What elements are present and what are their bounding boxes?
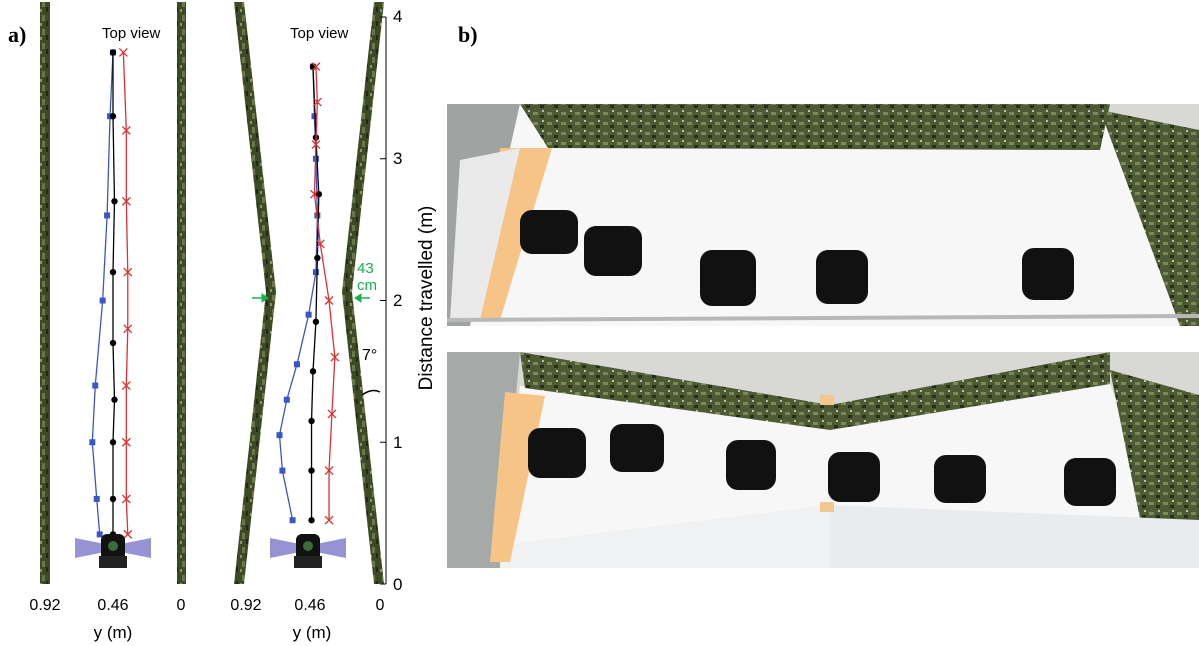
data-point xyxy=(121,494,131,504)
y-tick-label: 3 xyxy=(393,149,402,168)
y-tick-label: 4 xyxy=(393,7,402,26)
series-group-a-right xyxy=(276,62,340,525)
y-tick-label: 1 xyxy=(393,433,402,452)
series-line xyxy=(122,52,129,535)
plot-a-left: Top view 0.92 0.46 0 y (m) xyxy=(29,2,186,642)
left-wall xyxy=(40,2,50,584)
right-wall xyxy=(342,2,384,584)
data-point xyxy=(305,311,312,318)
data-point xyxy=(311,62,321,72)
x-tick-label: 0.46 xyxy=(97,597,128,614)
x-tick-label: 0 xyxy=(376,597,385,614)
data-point xyxy=(311,140,321,150)
data-point xyxy=(330,352,340,362)
data-point xyxy=(309,189,319,199)
series-line xyxy=(91,52,114,535)
data-point xyxy=(104,212,111,219)
x-tick-label: 0.46 xyxy=(294,597,325,614)
gap-arrows xyxy=(252,293,370,303)
data-point xyxy=(308,467,315,474)
data-point xyxy=(109,49,117,56)
y-tick-label: 2 xyxy=(393,291,402,310)
photo-straight-corridor xyxy=(446,104,1199,326)
data-point xyxy=(312,318,320,325)
data-point xyxy=(283,396,290,403)
data-point xyxy=(312,97,322,107)
data-point xyxy=(123,267,133,277)
panel-a-label: a) xyxy=(8,22,26,47)
data-point xyxy=(89,439,96,446)
x-axis-title: y (m) xyxy=(293,623,332,642)
x-tick-label: 0.92 xyxy=(29,597,60,614)
y-axis-title: Distance travelled (m) xyxy=(416,206,437,391)
left-wall xyxy=(234,2,276,584)
data-point xyxy=(293,361,300,368)
plot-a-right-title: Top view xyxy=(290,25,349,42)
data-point xyxy=(92,382,99,389)
plot-a-right: Top view 43 cm 7° 0 1 2 3 4 Distance trav… xyxy=(230,2,437,642)
data-point xyxy=(121,437,131,447)
data-point xyxy=(121,125,131,135)
data-point xyxy=(123,324,133,334)
series-line xyxy=(313,66,336,521)
gap-annotation: 43 cm xyxy=(357,260,377,294)
data-point xyxy=(109,495,117,503)
data-point xyxy=(109,268,117,276)
data-point xyxy=(279,467,286,474)
data-point xyxy=(109,113,117,120)
data-point xyxy=(315,190,323,198)
series-line xyxy=(112,52,116,535)
plot-a-left-title: Top view xyxy=(102,25,161,42)
data-point xyxy=(123,529,133,539)
y-ticks xyxy=(380,16,386,585)
data-point xyxy=(111,396,118,403)
x-tick-label: 0.92 xyxy=(230,597,261,614)
x-axis-title: y (m) xyxy=(94,623,133,642)
panel-b-label: b) xyxy=(458,22,478,47)
robot-photos xyxy=(520,210,1074,306)
data-point xyxy=(289,517,296,524)
data-point xyxy=(109,439,117,446)
data-point xyxy=(276,432,283,439)
data-point xyxy=(324,515,334,525)
angle-annotation: 7° xyxy=(362,347,377,364)
data-point xyxy=(308,417,315,425)
series-group-a-left xyxy=(89,47,133,539)
data-point xyxy=(121,196,131,206)
data-point xyxy=(99,297,106,304)
data-point xyxy=(315,239,325,249)
data-point xyxy=(324,296,334,305)
data-point xyxy=(324,466,334,476)
robot-icon xyxy=(75,534,151,568)
data-point xyxy=(111,198,118,205)
angle-arc xyxy=(361,389,381,396)
data-point xyxy=(109,339,117,347)
x-tick-label: 0 xyxy=(177,597,186,614)
data-point xyxy=(93,495,100,502)
data-point xyxy=(314,254,321,262)
data-point xyxy=(96,531,103,538)
robot-icon xyxy=(270,534,346,568)
data-point xyxy=(118,47,128,57)
data-point xyxy=(309,368,317,375)
data-point xyxy=(312,269,319,276)
robot-photos xyxy=(528,424,1116,506)
data-point xyxy=(327,409,337,419)
photo-tapered-corridor xyxy=(447,352,1199,568)
data-point xyxy=(308,517,315,524)
data-point xyxy=(121,381,131,391)
y-tick-label: 0 xyxy=(393,575,402,594)
right-wall xyxy=(177,2,186,584)
